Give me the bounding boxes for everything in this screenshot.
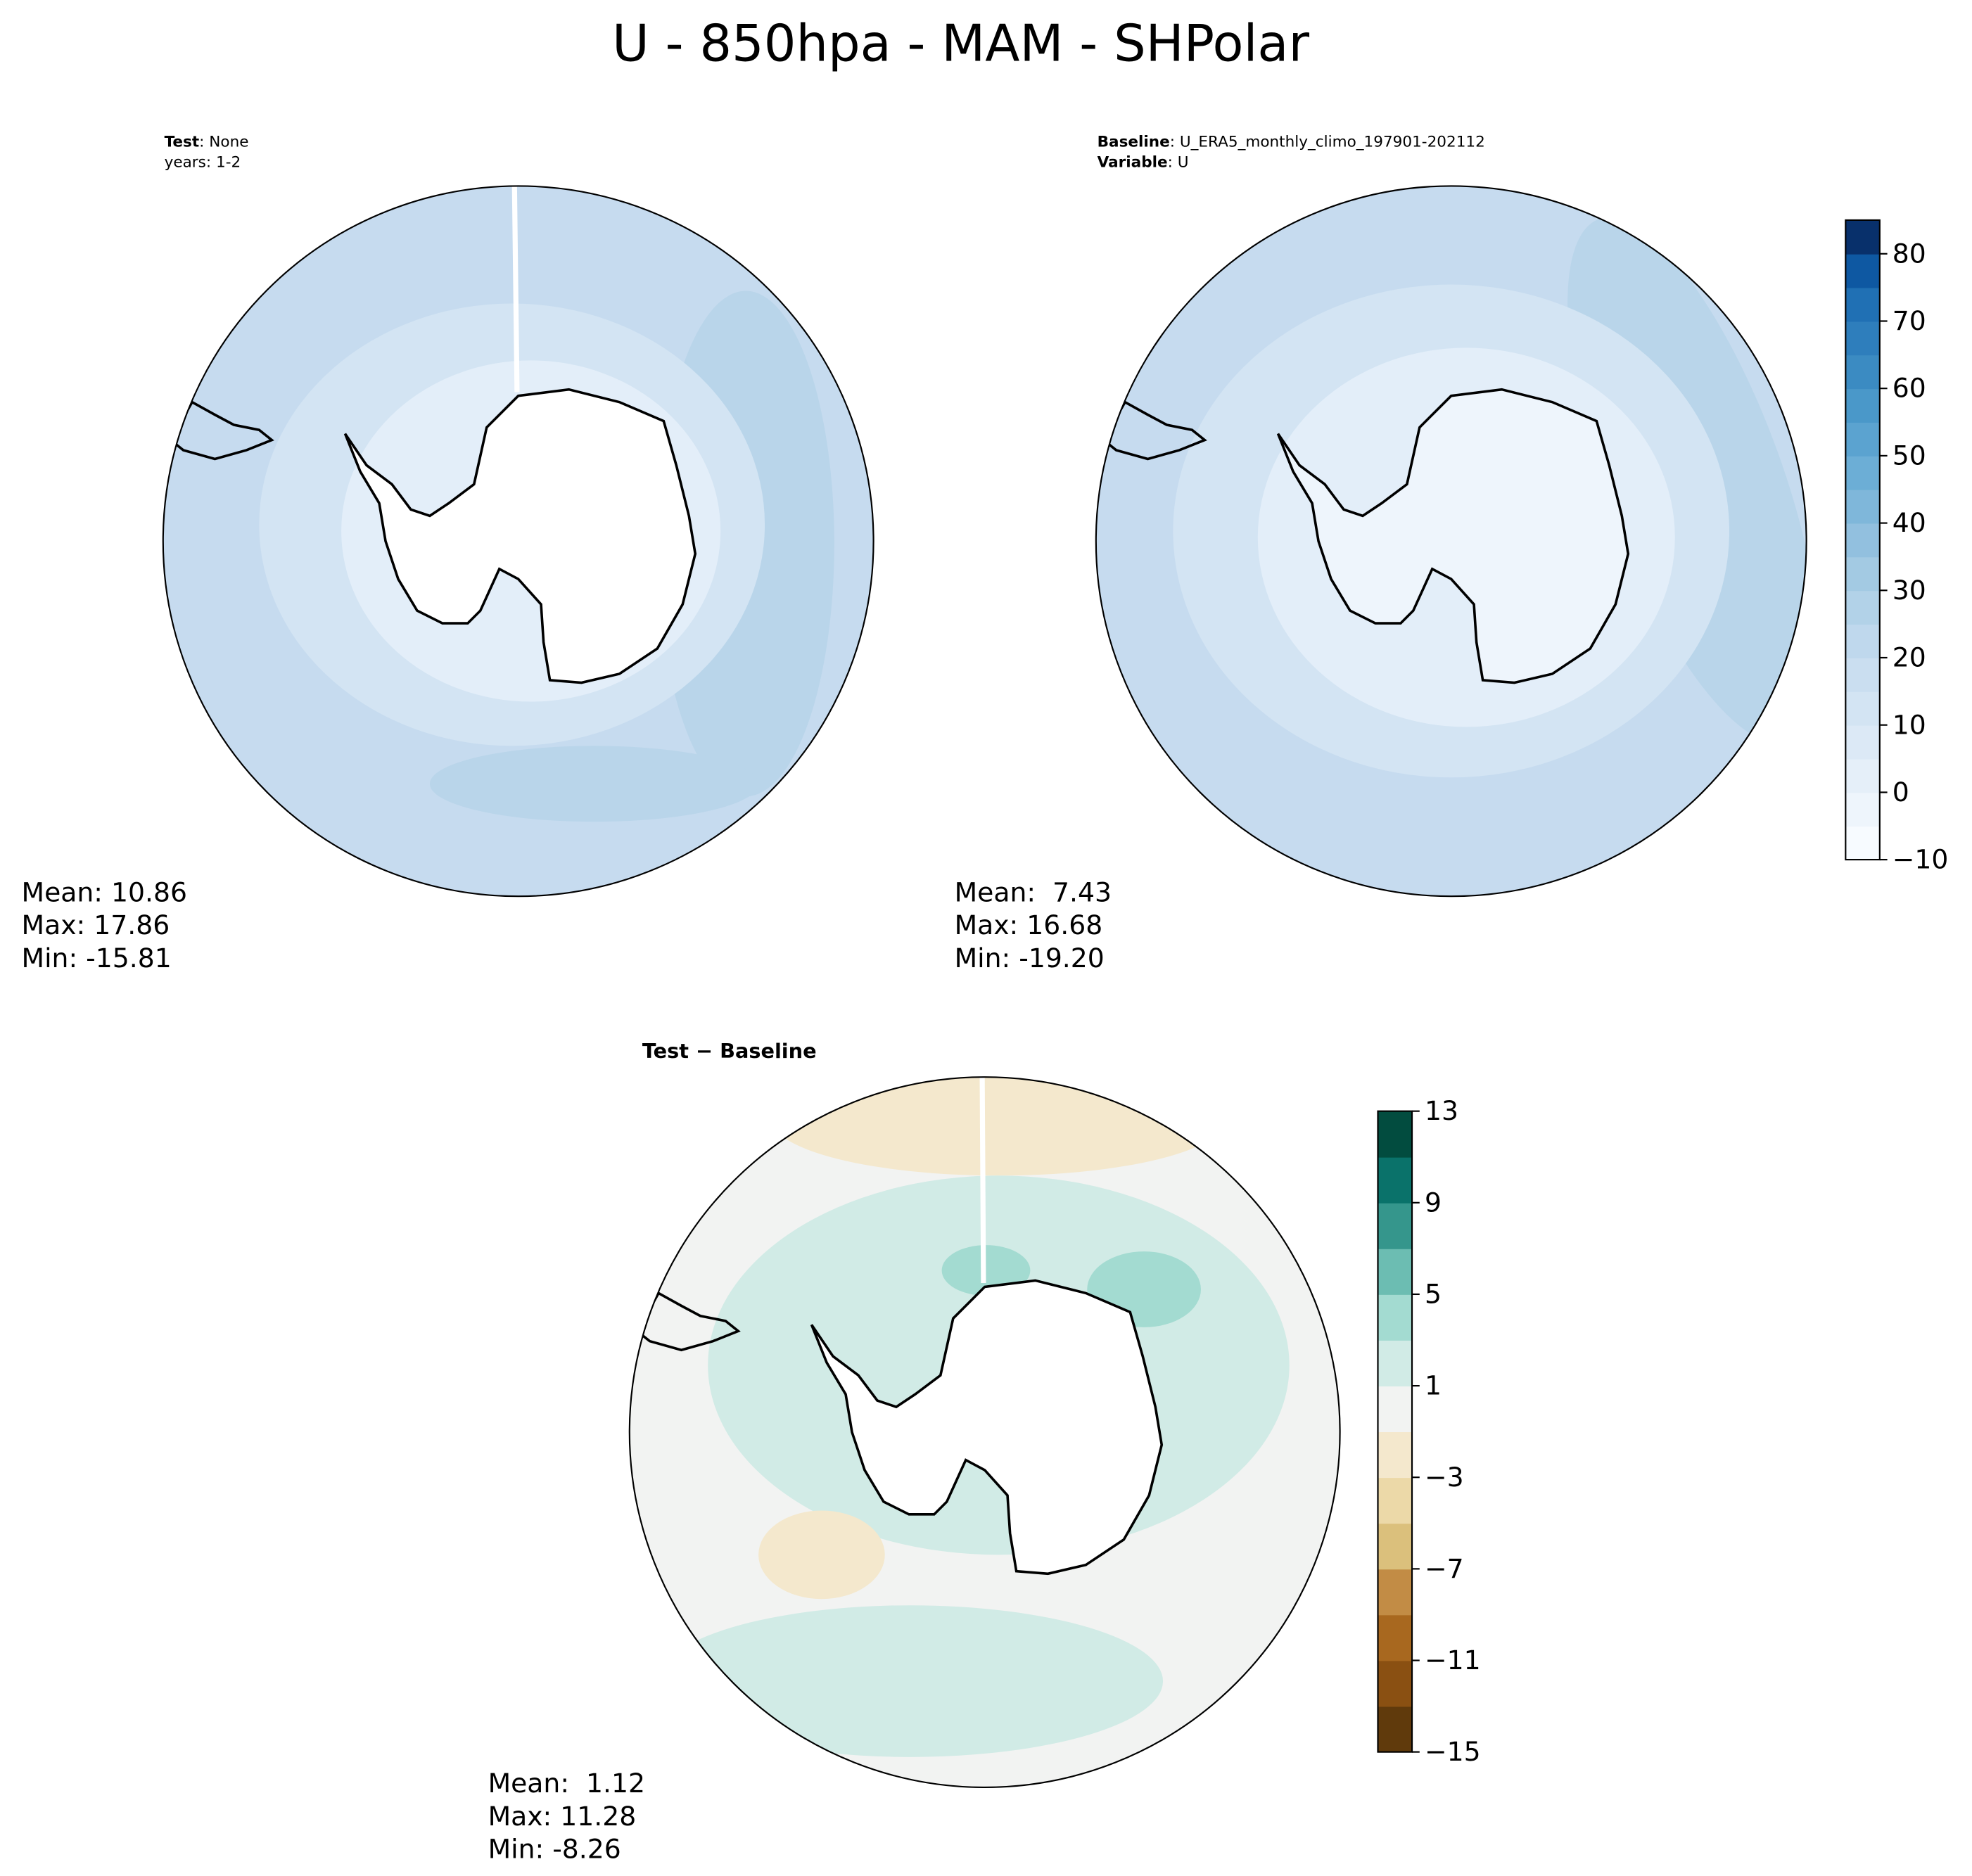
colorbars: −10 0 10 20 30 40 50 60 70 80 −15 −11 −7 −3 1 5 9 13	[1377, 219, 1949, 1767]
map	[1095, 186, 1807, 897]
stat: Min: -15.81	[22, 943, 172, 974]
colorbar-band	[1845, 422, 1880, 457]
colorbar-band	[1378, 1569, 1413, 1616]
colorbar-tick-label: 13	[1425, 1095, 1458, 1126]
colorbar-band	[1845, 489, 1880, 524]
panel-heading: Test − Baseline	[642, 1039, 817, 1063]
colorbar-tick-label: −11	[1425, 1645, 1481, 1676]
colorbar-band	[1845, 287, 1880, 322]
colorbar-band	[1845, 826, 1880, 860]
panel-label: years: 1-2	[165, 153, 241, 171]
colorbar-frame	[1377, 1110, 1413, 1753]
colorbar-band	[1845, 355, 1880, 390]
stat: Max: 17.86	[22, 910, 170, 940]
map	[629, 1077, 1340, 1787]
colorbar-tick-label: 9	[1425, 1187, 1442, 1218]
stat: Max: 11.28	[488, 1801, 637, 1832]
figure-title: U - 850hpa - MAM - SHPolar	[612, 14, 1309, 73]
colorbar-tick-label: 50	[1893, 440, 1926, 471]
colorbar-band	[1845, 691, 1880, 726]
colorbar-frame	[1845, 219, 1881, 861]
colorbar-band	[1845, 253, 1880, 288]
colorbar-tick-label: −15	[1425, 1736, 1481, 1767]
colorbar-tick-label: −10	[1893, 844, 1949, 875]
colorbar-band	[1845, 219, 1880, 255]
stat: Max: 16.68	[955, 910, 1103, 940]
colorbar-band	[1845, 590, 1880, 625]
label-text: : None	[199, 134, 248, 151]
stat: Mean: 7.43	[955, 876, 1112, 907]
stat: Mean: 1.12	[488, 1768, 645, 1799]
label-text: : U	[1168, 153, 1189, 171]
label-key: Variable	[1098, 153, 1168, 171]
colorbar-band	[1378, 1660, 1413, 1707]
colorbar-band	[1378, 1294, 1413, 1341]
colorbar-tick-label: 5	[1425, 1279, 1442, 1310]
colorbar-band	[1845, 792, 1880, 827]
colorbar-band	[1378, 1340, 1413, 1386]
colorbar-tick-label: 1	[1425, 1370, 1442, 1401]
stat: Min: -8.26	[488, 1834, 621, 1865]
colorbar-band	[1378, 1111, 1413, 1158]
stats: Mean: 7.43 Max: 16.68 Min: -19.20	[955, 876, 1112, 973]
stat: Min: -19.20	[955, 943, 1105, 974]
colorbar-band	[1378, 1523, 1413, 1570]
colorbar-tick-label: −7	[1425, 1553, 1464, 1584]
colorbar-band	[1378, 1706, 1413, 1753]
colorbar-tick-label: 10	[1893, 709, 1926, 740]
label-text: : U_ERA5_monthly_climo_197901-202112	[1170, 134, 1485, 151]
colorbar-tick-label: −3	[1425, 1462, 1464, 1493]
colorbar-tick-label: 40	[1893, 507, 1926, 538]
stats: Mean: 1.12 Max: 11.28 Min: -8.26	[488, 1768, 645, 1864]
panel-label: Variable: U	[1098, 153, 1189, 171]
colorbar-band	[1378, 1614, 1413, 1661]
panel-label: Test: None	[165, 134, 249, 151]
colorbar-band	[1378, 1477, 1413, 1524]
colorbar-band	[1845, 523, 1880, 558]
colorbar-band	[1378, 1202, 1413, 1249]
colorbar-band	[1845, 556, 1880, 592]
colorbar-band	[1845, 388, 1880, 423]
colorbar-band	[1845, 624, 1880, 658]
label-key: Baseline	[1098, 134, 1170, 151]
colorbar-band	[1845, 758, 1880, 793]
colorbar-tick-label: 20	[1893, 642, 1926, 673]
stats: Mean: 10.86 Max: 17.86 Min: -15.81	[22, 876, 187, 973]
label-key: Test	[165, 134, 200, 151]
colorbar-tick-label: 80	[1893, 238, 1926, 269]
colorbar-tick-label: 70	[1893, 305, 1926, 336]
colorbar-band	[1378, 1248, 1413, 1295]
colorbar-tick-label: 60	[1893, 373, 1926, 404]
colorbar-tick-label: 30	[1893, 575, 1926, 606]
colorbar-band	[1378, 1156, 1413, 1204]
colorbar-band	[1845, 657, 1880, 692]
panel-label: Baseline: U_ERA5_monthly_climo_197901-20…	[1098, 134, 1485, 151]
colorbar-band	[1845, 455, 1880, 490]
colorbar-band	[1378, 1431, 1413, 1479]
colorbar-tick-label: 0	[1893, 777, 1909, 808]
colorbar-band	[1845, 321, 1880, 356]
colorbar-band	[1378, 1386, 1413, 1433]
map	[163, 186, 874, 897]
colorbar-band	[1845, 725, 1880, 760]
stat: Mean: 10.86	[22, 876, 187, 907]
